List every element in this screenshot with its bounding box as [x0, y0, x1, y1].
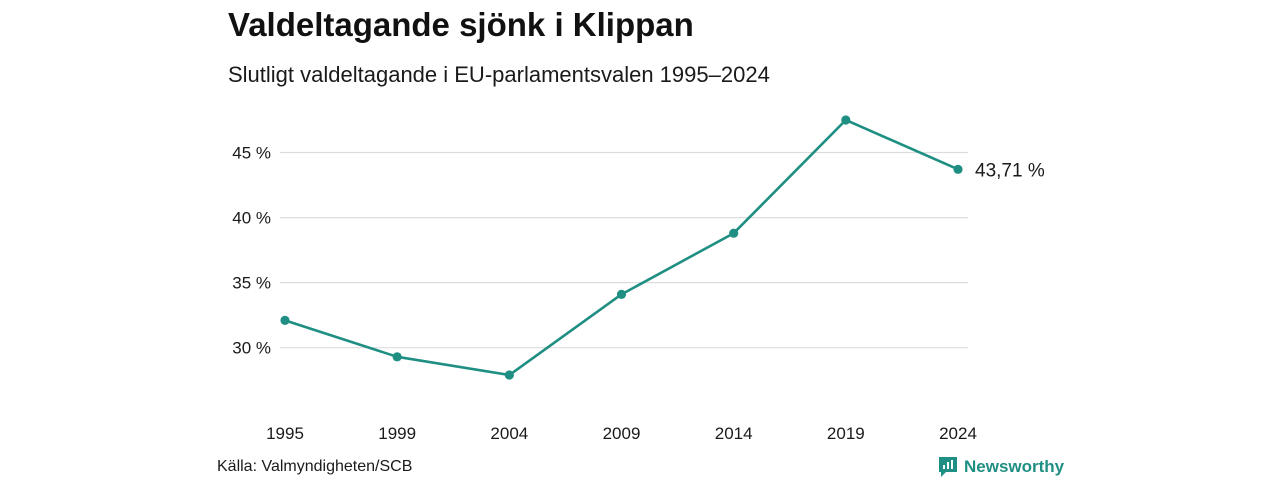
x-tick-label: 2014	[715, 424, 753, 443]
data-point	[280, 315, 290, 325]
source-note: Källa: Valmyndigheten/SCB	[217, 458, 413, 475]
y-tick-label: 40 %	[232, 209, 271, 228]
data-points	[280, 115, 963, 380]
x-tick-label: 2019	[827, 424, 865, 443]
y-tick-label: 45 %	[232, 144, 271, 163]
chart-title: Valdeltagande sjönk i Klippan	[228, 6, 694, 43]
brand-logo: Newsworthy	[938, 456, 1064, 478]
series-line	[284, 118, 959, 377]
y-tick-label: 35 %	[232, 274, 271, 293]
gridlines	[280, 151, 968, 349]
data-point	[953, 164, 963, 174]
data-point	[841, 115, 851, 125]
x-tick-label: 1999	[378, 424, 416, 443]
data-point	[616, 289, 627, 299]
x-axis-ticks: 1995 1999 2004 2009 2014 2019 2024	[266, 424, 977, 443]
brand-name: Newsworthy	[964, 457, 1065, 476]
chart-subtitle: Slutligt valdeltagande i EU-parlamentsva…	[228, 62, 770, 87]
x-tick-label: 2024	[939, 424, 977, 443]
x-tick-label: 2009	[603, 424, 641, 443]
newsworthy-logo-icon	[939, 457, 957, 477]
data-point	[729, 228, 739, 238]
y-tick-label: 30 %	[232, 339, 271, 358]
end-value-label: 43,71 %	[975, 160, 1045, 181]
x-tick-label: 1995	[266, 424, 304, 443]
data-point	[504, 370, 514, 380]
data-point	[392, 352, 402, 362]
y-axis-ticks: 30 % 35 % 40 % 45 %	[232, 144, 271, 358]
x-tick-label: 2004	[490, 424, 528, 443]
